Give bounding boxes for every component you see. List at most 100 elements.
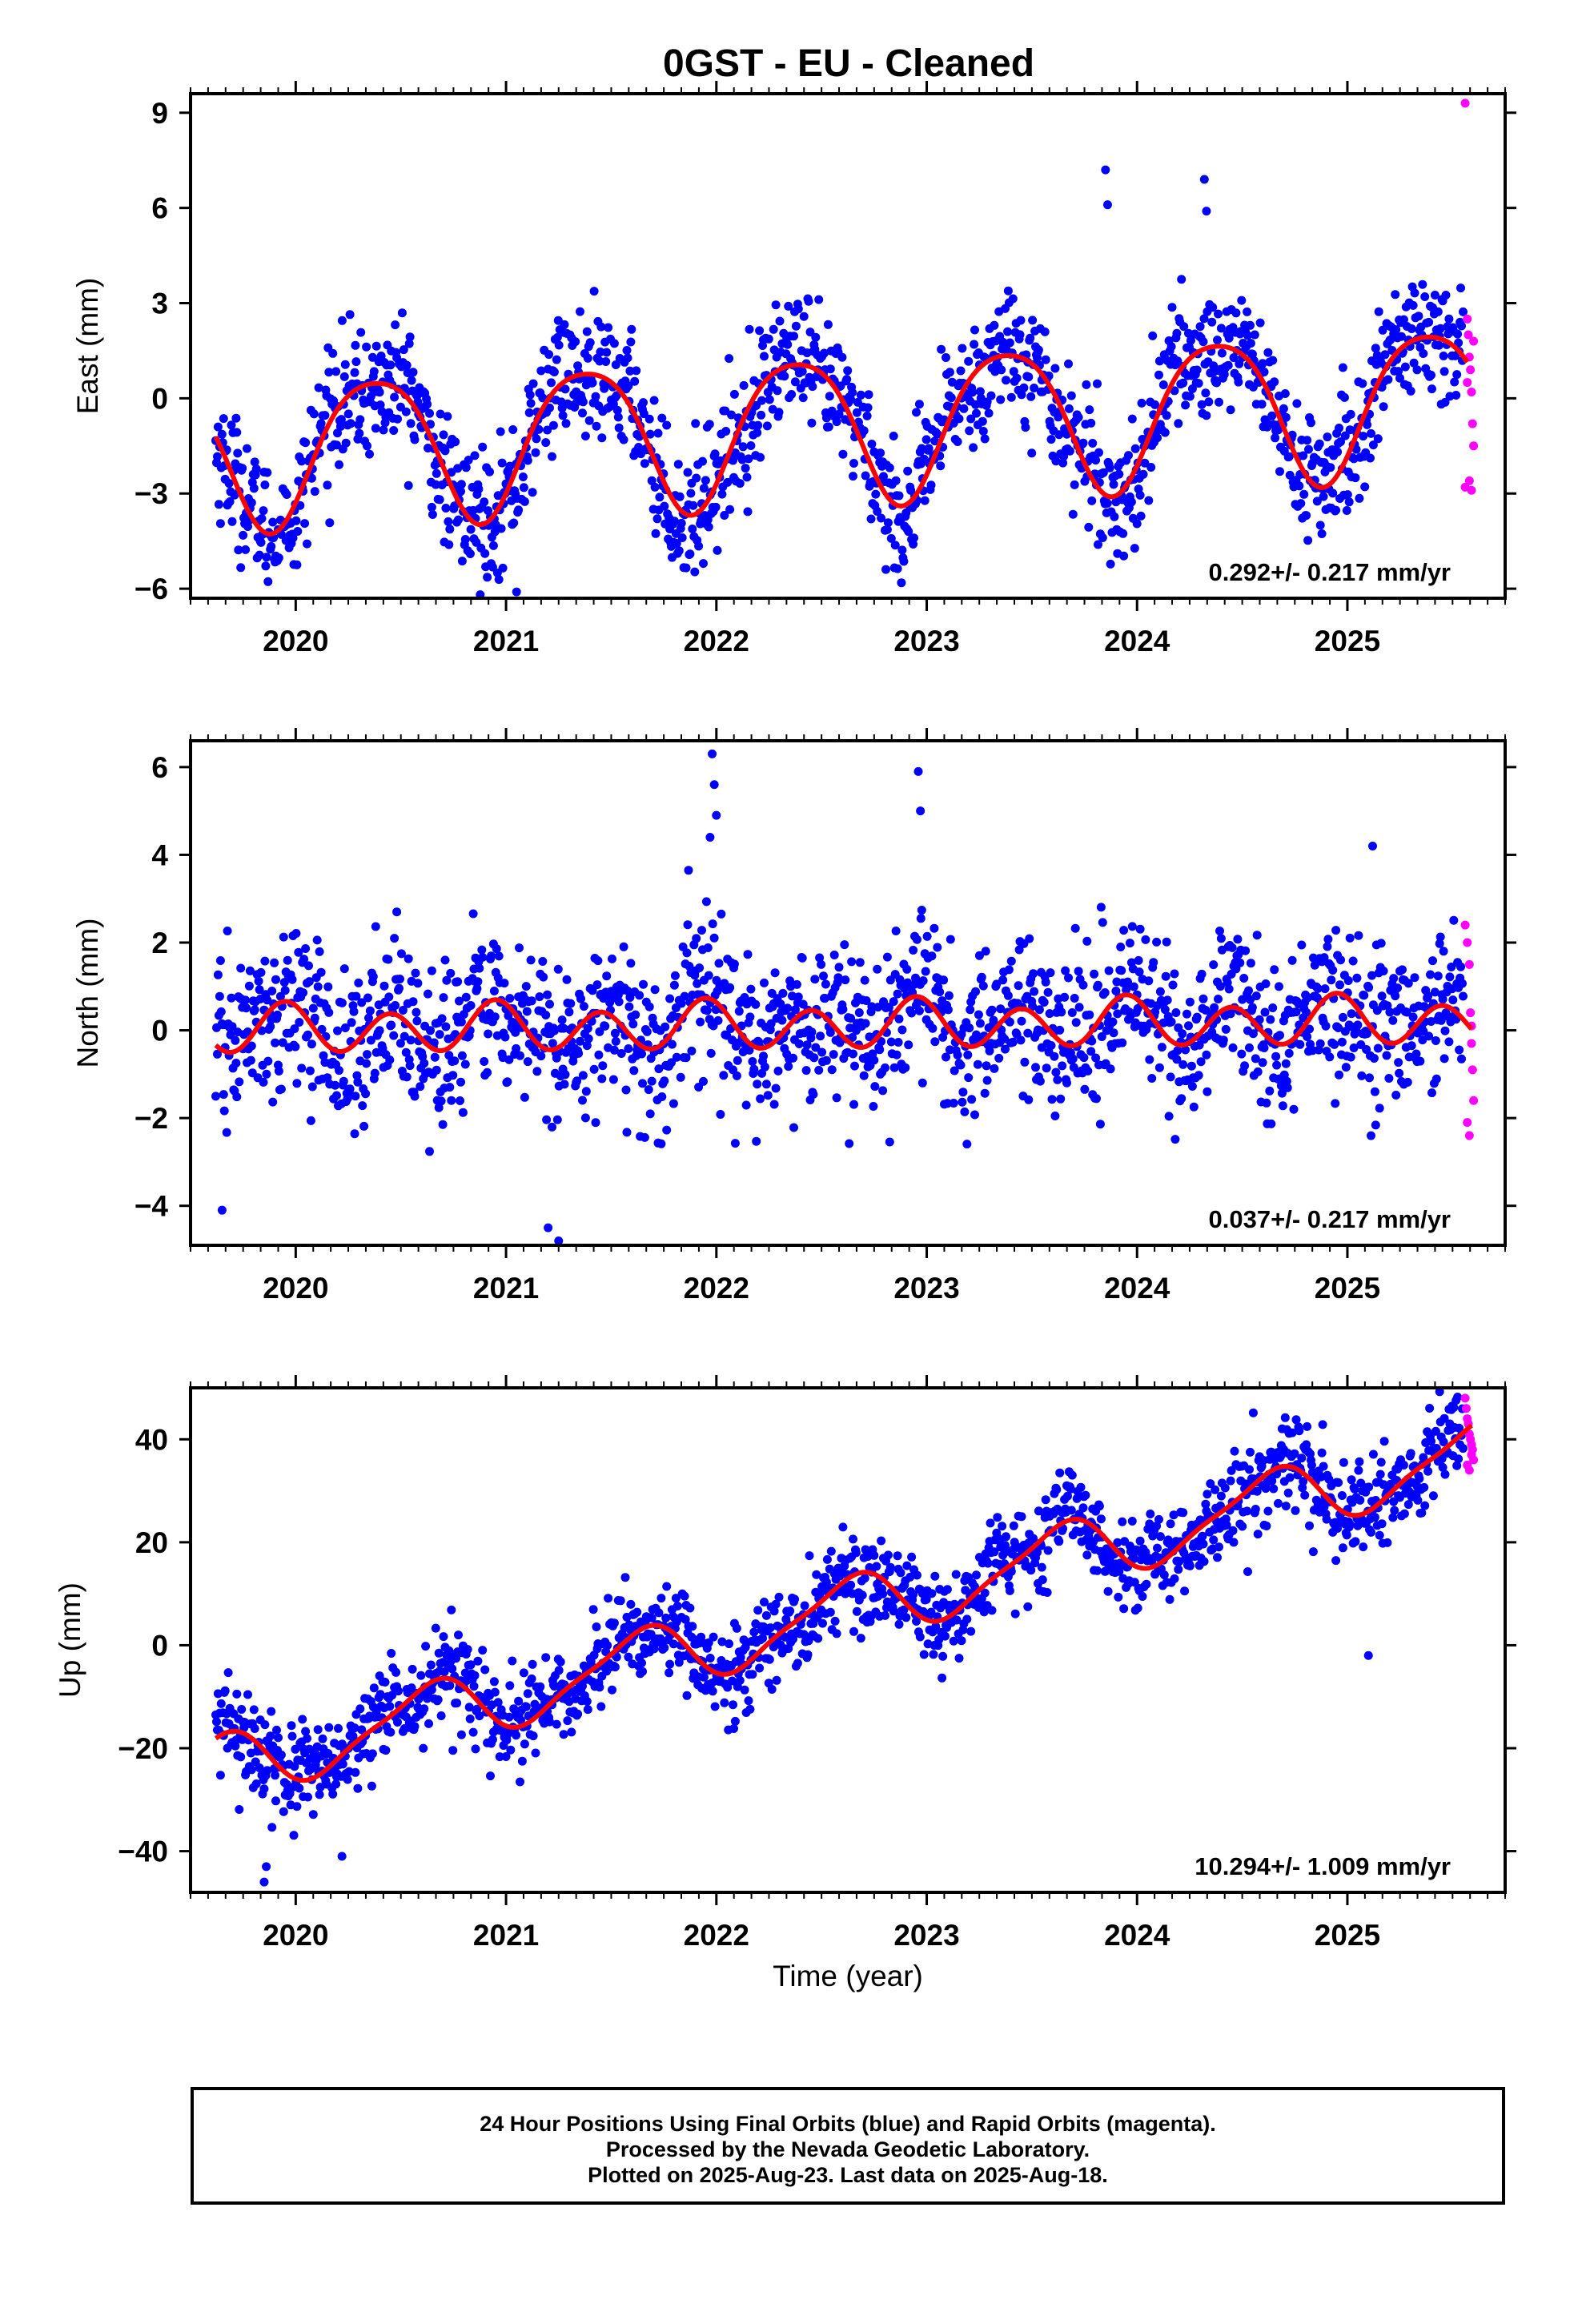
final-orbit-point (548, 452, 556, 461)
final-orbit-point (1172, 328, 1182, 338)
final-orbit-point (588, 1605, 598, 1614)
final-orbit-point (729, 959, 739, 969)
final-orbit-point (1246, 1447, 1255, 1457)
final-orbit-point (709, 780, 719, 790)
final-orbit-point (346, 419, 355, 428)
final-orbit-point (520, 1739, 529, 1749)
final-orbit-point (1441, 291, 1451, 300)
final-orbit-point (527, 996, 536, 1006)
final-orbit-point (825, 364, 835, 374)
final-orbit-point (1302, 511, 1311, 521)
final-orbit-point (753, 1080, 762, 1089)
final-orbit-point (974, 951, 984, 960)
final-orbit-point (1229, 1538, 1239, 1547)
final-orbit-point (556, 1657, 565, 1667)
final-orbit-point (684, 866, 693, 875)
final-orbit-point (1220, 1483, 1230, 1493)
final-orbit-point (622, 346, 632, 355)
final-orbit-point (845, 1139, 854, 1148)
final-orbit-point (805, 1551, 814, 1561)
final-orbit-point (552, 355, 561, 364)
final-orbit-point (477, 945, 487, 955)
final-orbit-point (1042, 1063, 1051, 1073)
final-orbit-point (1433, 307, 1443, 316)
x-tick-label: 2020 (263, 625, 328, 657)
final-orbit-point (1204, 397, 1214, 407)
final-orbit-point (1142, 1579, 1151, 1589)
final-orbit-point (951, 1570, 961, 1579)
final-orbit-point (310, 1013, 319, 1023)
final-orbit-point (1106, 559, 1115, 569)
final-orbit-point (912, 935, 921, 944)
final-orbit-point (1074, 1003, 1084, 1012)
final-orbit-point (978, 981, 988, 991)
final-orbit-point (521, 1702, 531, 1711)
final-orbit-point (971, 987, 980, 996)
final-orbit-point (691, 419, 701, 428)
final-orbit-point (1439, 947, 1448, 956)
final-orbit-point (938, 1651, 948, 1661)
final-orbit-point (1027, 448, 1037, 458)
final-orbit-point (231, 1035, 240, 1045)
final-orbit-point (655, 493, 665, 502)
final-orbit-point (1198, 1531, 1207, 1541)
final-orbit-point (275, 991, 285, 1001)
final-orbit-point (1326, 463, 1335, 472)
final-orbit-point (846, 1014, 856, 1023)
final-orbit-point (1426, 970, 1435, 979)
final-orbit-point (245, 966, 255, 975)
final-orbit-point (495, 1752, 504, 1762)
final-orbit-point (1082, 936, 1092, 946)
final-orbit-point (443, 412, 452, 421)
final-orbit-point (1195, 322, 1205, 332)
final-orbit-point (755, 326, 765, 336)
final-orbit-point (1040, 327, 1050, 336)
final-orbit-point (216, 1007, 226, 1016)
final-orbit-point (665, 994, 675, 1003)
final-orbit-point (247, 1041, 256, 1051)
final-orbit-point (1459, 307, 1468, 316)
final-orbit-point (1427, 384, 1436, 394)
final-orbit-point (909, 533, 918, 543)
final-orbit-point (849, 459, 858, 468)
final-orbit-point (891, 476, 901, 485)
final-orbit-point (984, 408, 994, 418)
final-orbit-point (916, 806, 926, 816)
final-orbit-point (769, 1100, 779, 1109)
final-orbit-point (268, 1097, 278, 1107)
final-orbit-point (1447, 963, 1456, 971)
final-orbit-point (332, 440, 341, 450)
final-orbit-point (1228, 1526, 1238, 1535)
final-orbit-point (301, 438, 311, 448)
final-orbit-point (886, 533, 896, 543)
final-orbit-point (563, 1716, 572, 1726)
x-tick-label: 2023 (893, 1272, 959, 1305)
final-orbit-point (1119, 926, 1129, 935)
final-orbit-point (219, 1090, 228, 1100)
final-orbit-point (503, 1077, 512, 1087)
final-orbit-point (250, 457, 259, 467)
final-orbit-point (448, 1746, 458, 1755)
rapid-orbit-point (1464, 959, 1474, 969)
final-orbit-point (966, 1005, 975, 1015)
final-orbit-point (901, 1613, 911, 1622)
final-orbit-point (215, 991, 224, 1001)
final-orbit-point (911, 973, 920, 983)
final-orbit-point (542, 1115, 552, 1124)
final-orbit-point (405, 332, 415, 342)
final-orbit-point (632, 366, 641, 376)
final-orbit-point (637, 1049, 646, 1059)
final-orbit-point (946, 935, 955, 944)
final-orbit-point (337, 316, 347, 325)
final-orbit-point (1180, 1586, 1190, 1596)
final-orbit-point (697, 1632, 706, 1642)
final-orbit-point (1296, 499, 1306, 509)
final-orbit-point (792, 979, 801, 989)
final-orbit-point (1202, 1050, 1211, 1059)
final-orbit-point (730, 1139, 740, 1148)
final-orbit-point (769, 324, 778, 334)
final-orbit-point (849, 1534, 857, 1544)
final-orbit-point (1170, 1135, 1180, 1144)
final-orbit-point (560, 1080, 569, 1089)
